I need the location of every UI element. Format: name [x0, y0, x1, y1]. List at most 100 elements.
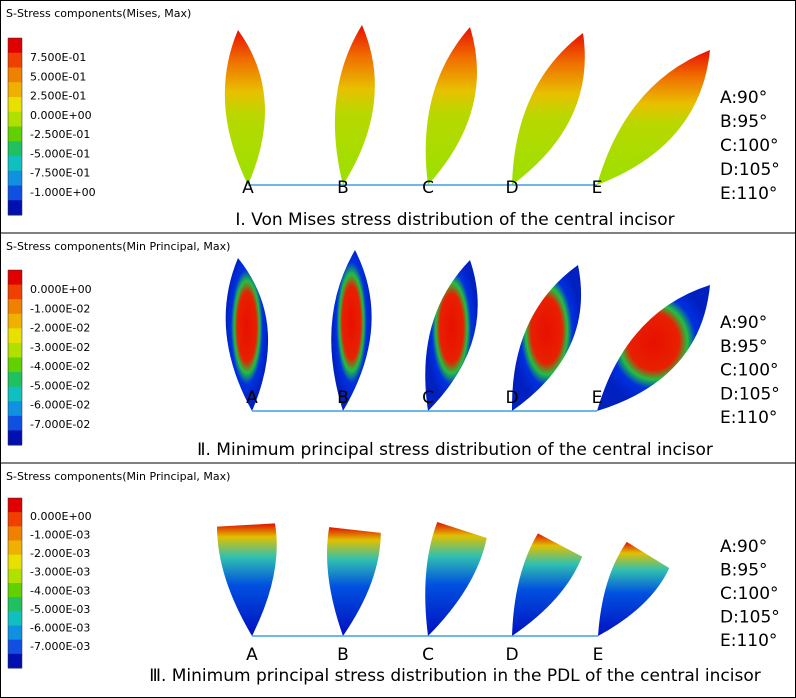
legend-swatch	[8, 111, 22, 127]
legend-swatch	[8, 372, 22, 388]
legend-swatch	[8, 415, 22, 431]
legend-label: -7.500E-01	[30, 167, 90, 180]
tooth	[217, 523, 277, 636]
legend-bar-border	[7, 497, 23, 669]
tooth-letter: B	[337, 178, 349, 198]
tooth-letter: A	[246, 645, 258, 665]
tooth	[597, 50, 710, 185]
legend-label: 0.000E+00	[30, 510, 92, 523]
legend-swatch	[8, 583, 22, 598]
tooth-letter: E	[592, 178, 603, 198]
tooth	[511, 265, 582, 411]
legend-label: -1.000E-03	[30, 529, 90, 542]
tooth	[425, 522, 487, 636]
legend-label: 7.500E-01	[30, 51, 86, 64]
angle-label: E:110°	[720, 631, 777, 651]
legend-swatch	[8, 430, 22, 446]
angle-label: D:105°	[720, 608, 780, 628]
angle-label: E:110°	[720, 184, 777, 204]
legend-label: -7.000E-02	[30, 418, 90, 431]
legend-swatch	[8, 38, 22, 54]
legend-swatch	[8, 625, 22, 641]
legend-swatch	[8, 568, 22, 584]
angle-label: A:90°	[720, 537, 767, 557]
legend-title: S-Stress components(Mises, Max)	[6, 7, 191, 20]
legend-label: -3.000E-02	[30, 341, 90, 354]
legend-swatch	[8, 97, 22, 113]
legend-bar-border	[7, 269, 23, 446]
legend-label: 2.500E-01	[30, 90, 86, 103]
tooth-letter: A	[242, 178, 254, 198]
legend-label: -1.000E-02	[30, 302, 90, 315]
tooth-letter: D	[505, 388, 518, 408]
legend-swatch	[8, 386, 22, 402]
legend-swatch	[8, 357, 22, 373]
legend-swatch	[8, 299, 22, 315]
tooth	[598, 541, 670, 636]
tooth-letter: D	[505, 645, 518, 665]
tooth-letter: B	[337, 388, 349, 408]
legend-label: 5.000E-01	[30, 70, 86, 83]
legend-swatch	[8, 67, 22, 83]
legend-swatch	[8, 401, 22, 417]
legend-swatch	[8, 653, 22, 669]
tooth-letter: E	[593, 645, 604, 665]
angle-label: D:105°	[720, 160, 780, 180]
caption: Ⅱ. Minimum principal stress distribution…	[197, 440, 713, 460]
tooth-letter: C	[422, 178, 434, 198]
angle-label: B:95°	[720, 112, 768, 132]
angle-label: C:100°	[720, 584, 779, 604]
legend-swatch	[8, 611, 22, 626]
legend-label: -7.000E-03	[30, 640, 90, 653]
tooth	[224, 30, 265, 185]
legend-bar-border	[7, 37, 23, 216]
tooth	[334, 25, 375, 185]
tooth	[512, 533, 583, 636]
tooth-letter: E	[592, 388, 603, 408]
tooth-letter: D	[505, 178, 518, 198]
legend-title: S-Stress components(Min Principal, Max)	[6, 240, 230, 253]
legend-swatch	[8, 597, 22, 612]
angle-label: A:90°	[720, 313, 767, 333]
tooth	[597, 285, 710, 411]
angle-label: E:110°	[720, 408, 777, 428]
legend-label: -4.000E-02	[30, 360, 90, 373]
legend-swatch	[8, 512, 22, 527]
angle-label: B:95°	[720, 337, 768, 357]
tooth-letter: C	[422, 388, 434, 408]
legend-swatch	[8, 498, 22, 513]
tooth	[425, 260, 478, 411]
legend-label: -2.000E-03	[30, 547, 90, 560]
legend-swatch	[8, 170, 22, 186]
legend-label: 0.000E+00	[30, 283, 92, 296]
legend-label: -6.000E-03	[30, 621, 90, 634]
legend-label: -5.000E-02	[30, 379, 90, 392]
caption: Ⅲ. Minimum principal stress distribution…	[149, 666, 761, 686]
legend-swatch	[8, 52, 22, 68]
legend-swatch	[8, 141, 22, 157]
tooth	[225, 258, 269, 411]
legend-label: -2.500E-01	[30, 128, 90, 141]
legend-label: -5.000E-01	[30, 147, 90, 160]
legend-label: -3.000E-03	[30, 566, 90, 579]
tooth	[327, 527, 381, 636]
legend-swatch	[8, 156, 22, 172]
tooth	[512, 33, 585, 185]
angle-label: C:100°	[720, 136, 779, 156]
angle-label: D:105°	[720, 384, 780, 404]
angle-label: C:100°	[720, 361, 779, 381]
angle-label: B:95°	[720, 561, 768, 581]
legend-swatch	[8, 200, 22, 216]
legend-label: -5.000E-03	[30, 603, 90, 616]
legend-label: -4.000E-03	[30, 584, 90, 597]
caption: Ⅰ. Von Mises stress distribution of the …	[235, 210, 674, 230]
legend-swatch	[8, 328, 22, 344]
legend-label: -2.000E-02	[30, 322, 90, 335]
tooth-letter: C	[422, 645, 434, 665]
legend-swatch	[8, 82, 22, 98]
legend-swatch	[8, 342, 22, 358]
legend-label: 0.000E+00	[30, 109, 92, 122]
tooth-letter: B	[337, 645, 349, 665]
legend-swatch	[8, 313, 22, 329]
